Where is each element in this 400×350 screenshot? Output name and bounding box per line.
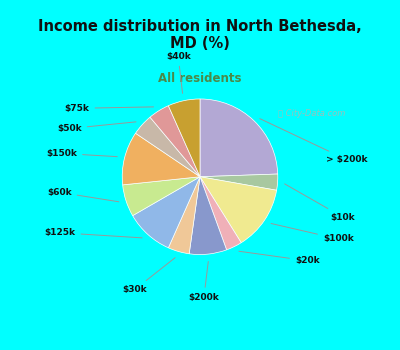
Wedge shape [133,177,200,248]
Text: > $200k: > $200k [260,119,368,164]
Text: $50k: $50k [57,122,136,133]
Text: $150k: $150k [46,149,117,158]
Wedge shape [123,177,200,216]
Wedge shape [122,133,200,185]
Text: $40k: $40k [166,52,190,93]
Wedge shape [136,117,200,177]
Text: $10k: $10k [285,184,355,222]
Text: $200k: $200k [188,261,219,302]
Text: All residents: All residents [158,71,242,85]
Wedge shape [200,174,278,190]
Text: $60k: $60k [47,188,119,202]
Text: $100k: $100k [271,224,354,244]
Text: Income distribution in North Bethesda,
MD (%): Income distribution in North Bethesda, M… [38,19,362,51]
Wedge shape [200,177,241,250]
Wedge shape [200,99,278,177]
Wedge shape [189,177,227,254]
Wedge shape [168,99,200,177]
Text: $20k: $20k [239,251,320,265]
Text: $125k: $125k [44,228,142,238]
Wedge shape [150,106,200,177]
Text: ⓘ City-Data.com: ⓘ City-Data.com [278,108,346,118]
Text: $75k: $75k [65,104,154,113]
Wedge shape [200,177,276,243]
Text: $30k: $30k [122,258,175,294]
Wedge shape [168,177,200,254]
